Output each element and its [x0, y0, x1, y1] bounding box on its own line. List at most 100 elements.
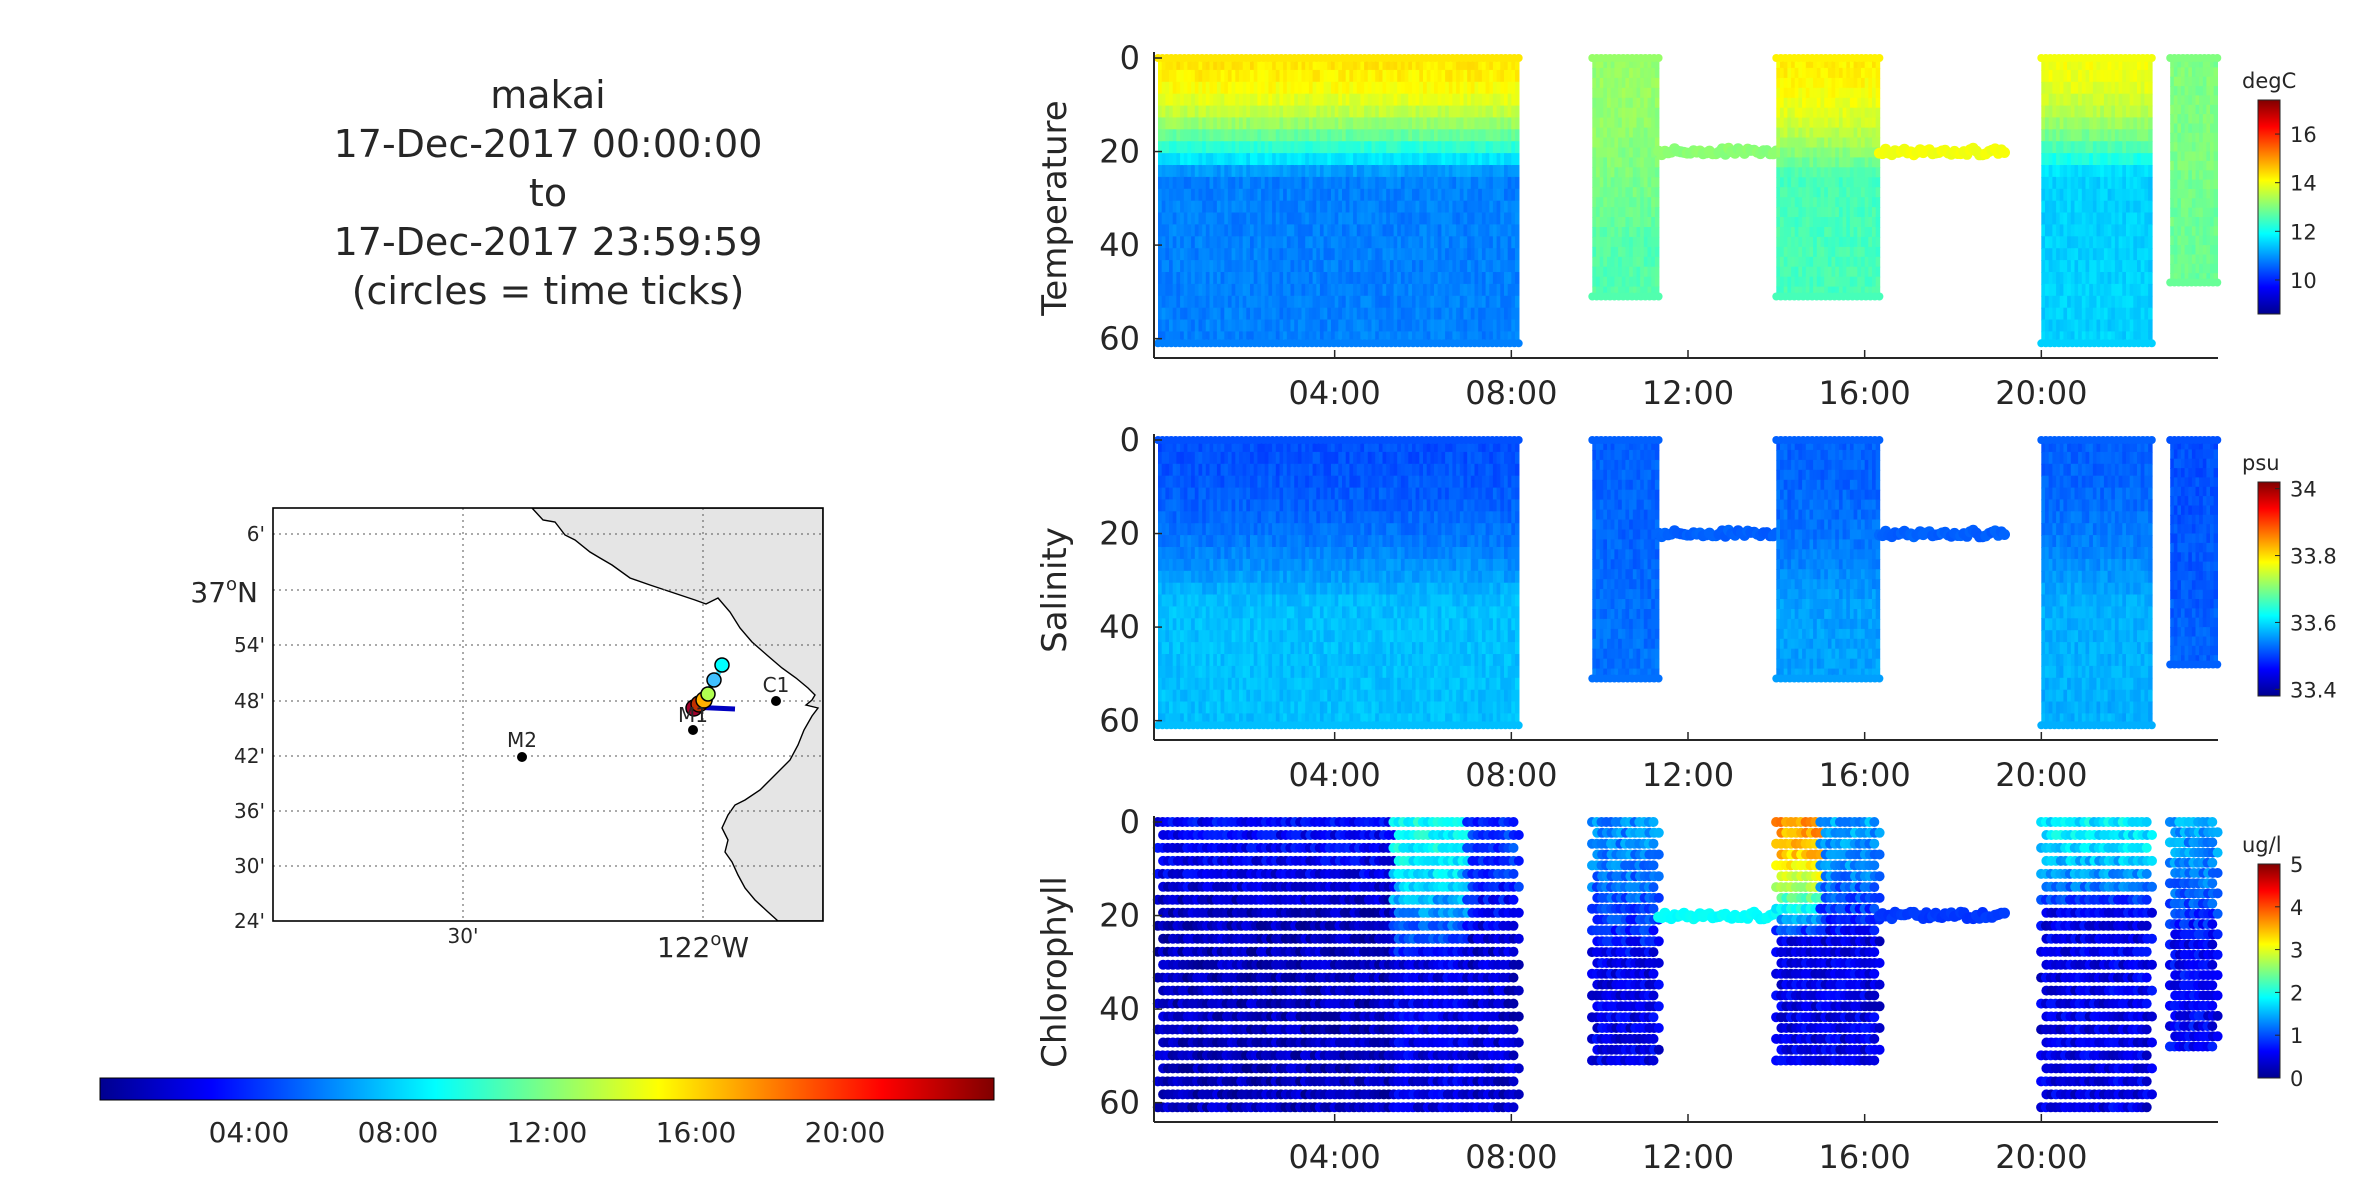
temperature-cell [1334, 236, 1340, 249]
temperature-cell [1183, 260, 1189, 273]
temperature-cell [2213, 235, 2218, 246]
temperature-cell [1426, 260, 1432, 273]
temperature-cell [1397, 272, 1402, 285]
temperature-cell [1213, 319, 1218, 333]
temperature-cell [1283, 141, 1288, 154]
temperature-cell [1169, 58, 1174, 71]
temperature-cell [1323, 295, 1329, 309]
temperature-cell [1176, 105, 1181, 119]
temperature-cell [1297, 283, 1303, 297]
temperature-cell [1294, 212, 1299, 226]
temperature-cell [1161, 129, 1167, 142]
temperature-cell [1194, 248, 1200, 261]
temperature-cell [1430, 236, 1435, 249]
temperature-cell [1360, 129, 1365, 142]
temperature-cell [1375, 307, 1380, 321]
temperature-cell [1636, 207, 1641, 218]
temperature-cell [1481, 141, 1487, 154]
temperature-cell [1629, 286, 1634, 298]
temperature-cell [1308, 69, 1314, 83]
temperature-cell [1283, 93, 1288, 107]
temperature-cell [1426, 272, 1432, 285]
temperature-cell [1308, 224, 1314, 238]
temperature-cell [1334, 69, 1340, 83]
temperature-cell [1264, 283, 1270, 297]
temperature-cell [1426, 165, 1432, 178]
temperature-cell [1227, 319, 1233, 333]
temperature-cell [1448, 224, 1454, 238]
temperature-cell [1172, 58, 1178, 71]
temperature-cell [1353, 153, 1358, 166]
temperature-cell [1481, 331, 1487, 345]
temperature-cell [1345, 248, 1351, 261]
temperature-cell [1297, 212, 1303, 226]
temperature-cell [1592, 67, 1597, 79]
temperature-cell [1279, 176, 1284, 190]
temperature-cell [1408, 283, 1413, 297]
temperature-cell [1389, 117, 1395, 131]
temperature-cell [1246, 117, 1251, 131]
temperature-cell [1375, 248, 1380, 261]
temperature-cell [1331, 260, 1336, 273]
temperature-cell [1463, 58, 1468, 71]
temperature-cell [1596, 246, 1601, 258]
temperature-cell [1386, 236, 1391, 249]
temperature-cell [1607, 147, 1612, 159]
temperature-cell [1205, 212, 1211, 226]
temperature-cell [1272, 93, 1277, 107]
temperature-cell [1209, 81, 1214, 95]
temperature-cell [1654, 207, 1660, 218]
temperature-cell [1375, 129, 1380, 142]
temperature-cell [1176, 176, 1181, 190]
temperature-cell [1434, 58, 1439, 71]
temperature-cell [1161, 153, 1167, 166]
temperature-cell [1169, 141, 1174, 154]
temperature-cell [1183, 69, 1189, 83]
temperature-cell [1481, 165, 1487, 178]
temperature-cell [1485, 212, 1491, 226]
temperature-cell [1478, 129, 1483, 142]
temperature-cell [1191, 188, 1196, 202]
temperature-cell [1382, 188, 1387, 202]
temperature-cell [1331, 129, 1336, 142]
temperature-cell [1239, 165, 1244, 178]
temperature-cell [1496, 69, 1502, 83]
temperature-cell [1250, 141, 1255, 154]
temperature-cell [1301, 81, 1306, 95]
temperature-cell [1272, 69, 1277, 83]
temperature-cell [1275, 176, 1281, 190]
temperature-cell [1467, 153, 1472, 166]
temperature-cell [1643, 127, 1649, 139]
temperature-cell [1239, 69, 1244, 83]
temperature-cell [1434, 331, 1439, 345]
temperature-cell [1375, 141, 1380, 154]
temperature-cell [1625, 266, 1630, 278]
temperature-cell [1463, 69, 1468, 83]
temperature-cell [1481, 236, 1487, 249]
temperature-cell [1474, 153, 1479, 166]
temperature-cell [1614, 227, 1619, 238]
temperature-cell [1445, 69, 1450, 83]
temperature-cell [1213, 188, 1218, 202]
temperature-cell [1507, 283, 1513, 297]
temperature-cell [1165, 260, 1170, 273]
temperature-cell [1408, 176, 1413, 190]
temperature-cell [1301, 153, 1306, 166]
temperature-cell [1651, 67, 1656, 79]
temperature-cell [1419, 200, 1424, 214]
temperature-cell [1264, 176, 1270, 190]
temperature-cell [1632, 147, 1638, 159]
temperature-cell [1430, 188, 1435, 202]
temperature-cell [1647, 58, 1652, 69]
track-map: M2 M1 C1 6' 37oN 54' 48' 42' 36' 30' 24'… [190, 507, 824, 964]
temperature-cell [1250, 331, 1255, 345]
temperature-cell [1445, 176, 1450, 190]
temperature-cell [1654, 286, 1660, 298]
temperature-cell [1636, 87, 1641, 99]
temperature-cell [1389, 58, 1395, 71]
temperature-cell [1643, 58, 1649, 69]
temperature-cell [1202, 93, 1207, 107]
temperature-cell [1360, 69, 1365, 83]
temperature-cell [1187, 69, 1192, 83]
temperature-cell [1194, 176, 1200, 190]
